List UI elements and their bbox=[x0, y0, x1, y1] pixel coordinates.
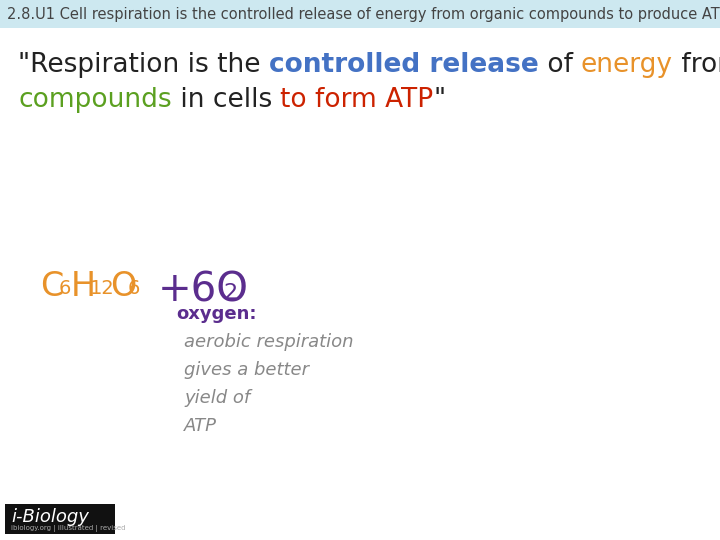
Text: +6O: +6O bbox=[158, 270, 249, 310]
Text: ATP: ATP bbox=[184, 417, 217, 435]
Text: yield of: yield of bbox=[184, 389, 251, 407]
Text: "Respiration is the: "Respiration is the bbox=[18, 52, 269, 78]
Text: of: of bbox=[539, 52, 581, 78]
Text: aerobic respiration: aerobic respiration bbox=[184, 333, 354, 351]
Bar bbox=[0, 0, 720, 28]
Text: i-Biology: i-Biology bbox=[11, 508, 89, 526]
Text: C: C bbox=[40, 270, 63, 303]
Text: O: O bbox=[110, 270, 136, 303]
Bar bbox=[5, 504, 115, 534]
Text: 6: 6 bbox=[128, 279, 140, 298]
Text: in cells: in cells bbox=[171, 87, 280, 113]
Text: H: H bbox=[71, 270, 96, 303]
Text: 6: 6 bbox=[59, 279, 71, 298]
Text: ibiology.org | illustrated | revised: ibiology.org | illustrated | revised bbox=[11, 525, 125, 532]
Text: from: from bbox=[673, 52, 720, 78]
Text: 2: 2 bbox=[223, 283, 237, 303]
Text: compounds: compounds bbox=[18, 87, 171, 113]
Text: 12: 12 bbox=[90, 279, 114, 298]
Text: controlled release: controlled release bbox=[269, 52, 539, 78]
Text: ": " bbox=[433, 87, 446, 113]
Text: energy: energy bbox=[581, 52, 673, 78]
Text: to form ATP: to form ATP bbox=[280, 87, 433, 113]
Text: 2.8.U1 Cell respiration is the controlled release of energy from organic compoun: 2.8.U1 Cell respiration is the controlle… bbox=[7, 6, 720, 22]
Text: oxygen:: oxygen: bbox=[176, 305, 256, 323]
Text: gives a better: gives a better bbox=[184, 361, 309, 379]
